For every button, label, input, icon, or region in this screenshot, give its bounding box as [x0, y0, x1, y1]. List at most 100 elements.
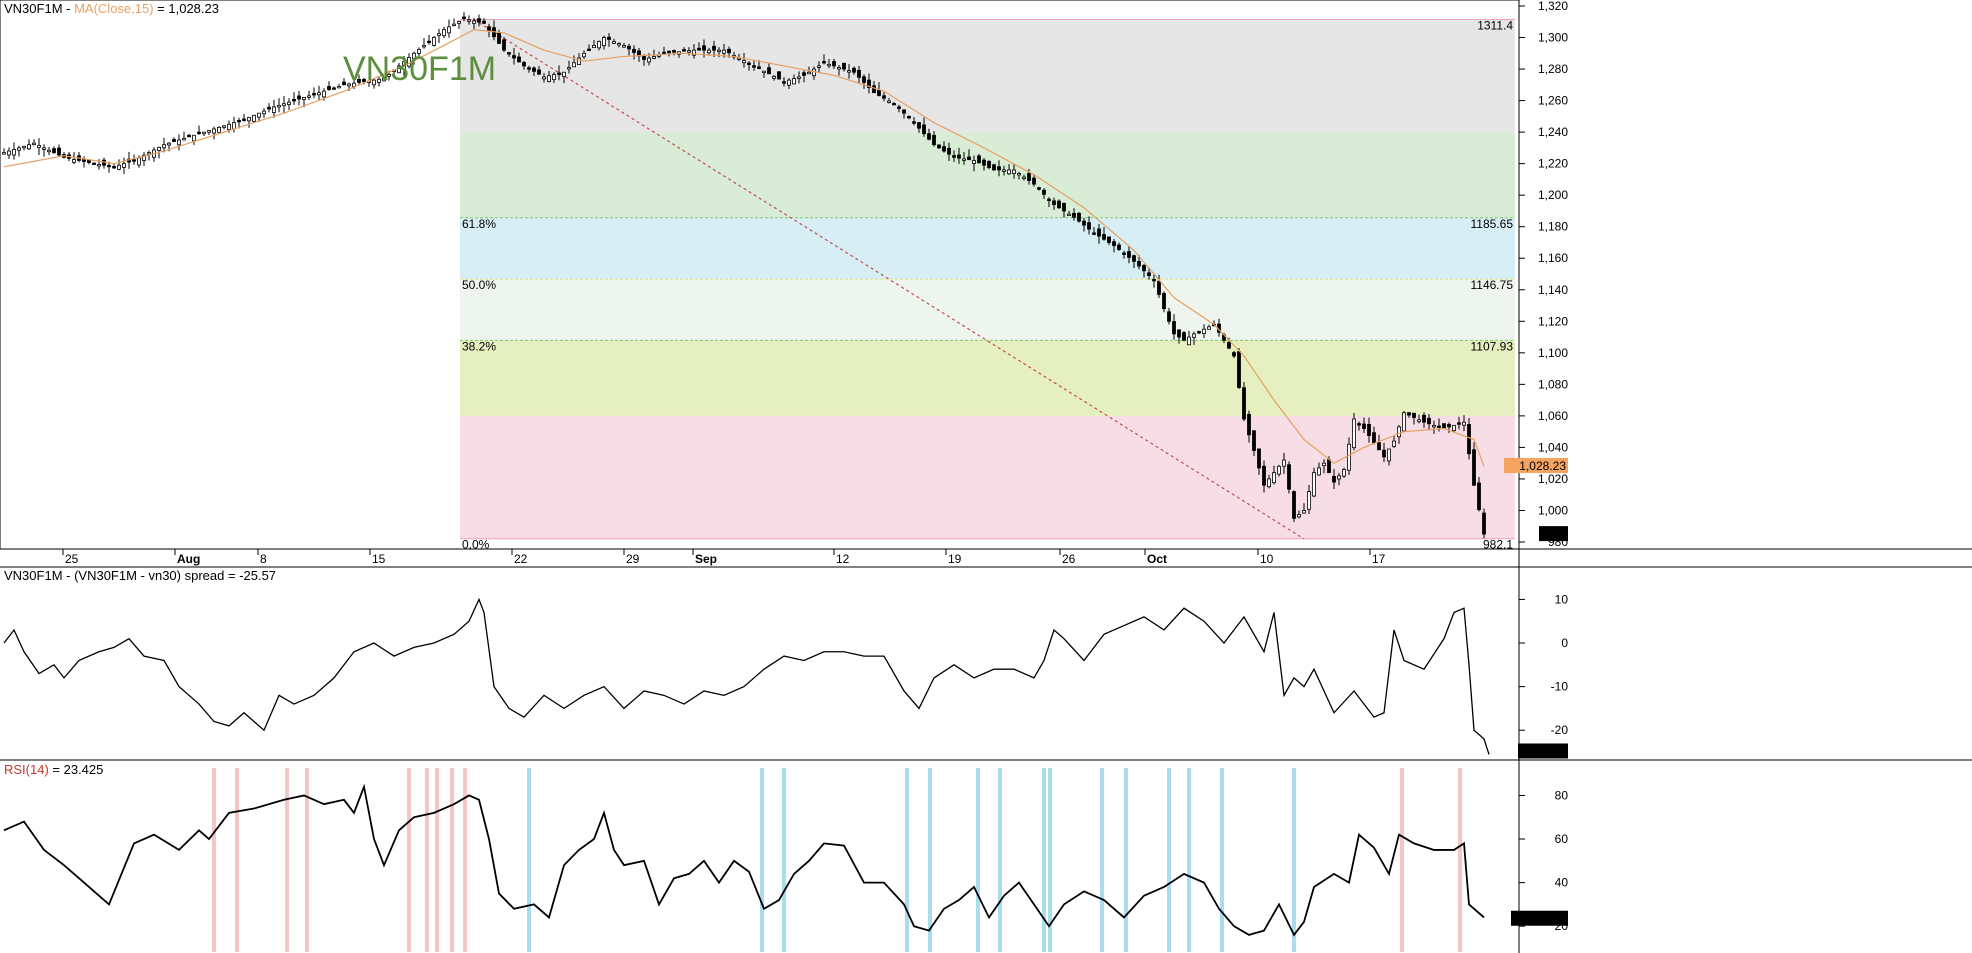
candle-body	[1202, 328, 1206, 334]
x-tick-label: 10	[1260, 552, 1274, 566]
candle-body	[442, 29, 446, 37]
candle-body	[82, 159, 86, 162]
candle-body	[597, 41, 601, 49]
candle-body	[287, 101, 291, 105]
price-y-tick-label: 1,080	[1538, 377, 1568, 391]
ticker-label: VN30F1M	[4, 1, 63, 16]
spread-line	[3, 597, 1490, 755]
candle-body	[177, 139, 181, 146]
candle-body	[552, 74, 556, 81]
x-tick-label: 12	[836, 552, 850, 566]
spread-y-tick-label: 10	[1555, 592, 1569, 606]
candle-body	[582, 52, 586, 58]
candle-body	[1442, 423, 1446, 429]
candle-body	[167, 142, 171, 146]
candle-body	[197, 131, 201, 135]
candle-body	[1057, 200, 1061, 209]
candle-body	[1147, 272, 1151, 276]
candle-body	[1252, 430, 1256, 451]
candle-body	[667, 50, 671, 54]
candle-body	[382, 78, 386, 82]
candle-body	[2, 152, 6, 155]
rsi-series	[3, 783, 1485, 937]
candle-body	[932, 134, 936, 146]
rsi-oversold-band	[928, 768, 932, 952]
candle-body	[117, 164, 121, 170]
candle-body	[512, 55, 516, 59]
candle-body	[1007, 169, 1011, 175]
candle-body	[302, 97, 306, 100]
candle-body	[872, 85, 876, 94]
ma-label: MA(Close,15)	[74, 1, 154, 16]
candle-body	[212, 128, 216, 134]
last-close-badge-bg	[1539, 526, 1568, 542]
x-tick-label: 8	[260, 552, 267, 566]
candle-body	[837, 67, 841, 70]
candle-body	[112, 166, 116, 169]
candle-body	[1017, 173, 1021, 176]
fib-level-name-4: 61.8%	[462, 217, 496, 231]
candle-body	[562, 71, 566, 77]
candle-body	[567, 67, 571, 70]
candle-body	[1192, 333, 1196, 338]
candle-body	[957, 154, 961, 159]
candle-body	[72, 159, 76, 163]
candle-body	[417, 48, 421, 54]
candle-body	[572, 62, 576, 68]
rsi-oversold-band	[527, 768, 531, 952]
rsi-oversold-band	[1048, 768, 1052, 952]
candle-body	[1317, 467, 1321, 476]
candle-body	[297, 95, 301, 100]
candle-body	[1247, 414, 1251, 436]
candle-body	[832, 61, 836, 67]
candle-body	[947, 147, 951, 155]
candle-body	[542, 76, 546, 80]
candle-body	[1067, 213, 1071, 216]
candle-body	[977, 155, 981, 164]
candle-body	[277, 104, 281, 108]
candle-body	[587, 48, 591, 51]
candle-body	[17, 147, 21, 151]
rsi-overbought-band	[285, 768, 289, 952]
candle-body	[722, 49, 726, 54]
candle-body	[487, 26, 491, 31]
candle-body	[1062, 202, 1066, 212]
candle-body	[1392, 440, 1396, 447]
candle-body	[157, 146, 161, 151]
candle-body	[337, 86, 341, 89]
price-y-tick-label: 1,300	[1538, 31, 1568, 45]
x-tick-label: 15	[372, 552, 386, 566]
last-price-badge-text: 1,028.23	[1519, 459, 1566, 473]
candle-body	[1187, 336, 1191, 346]
candle-body	[107, 164, 111, 168]
rsi-overbought-band	[450, 768, 454, 952]
candle-body	[1282, 459, 1286, 467]
candle-body	[1417, 419, 1421, 423]
candle-body	[372, 79, 376, 86]
candle-body	[217, 126, 221, 133]
candle-body	[1427, 417, 1431, 425]
candle-body	[592, 45, 596, 49]
candle-body	[517, 56, 521, 63]
rsi-oversold-band	[976, 768, 980, 952]
x-tick-label: 22	[514, 552, 528, 566]
price-y-tick-label: 1,060	[1538, 409, 1568, 423]
fib-zone-3	[460, 279, 1515, 341]
candle-body	[607, 36, 611, 40]
candle-body	[292, 99, 296, 102]
candle-body	[912, 121, 916, 124]
candle-body	[1452, 424, 1456, 432]
candle-body	[1412, 412, 1416, 418]
candle-body	[317, 92, 321, 96]
candle-body	[407, 57, 411, 67]
price-y-tick-label: 1,280	[1538, 62, 1568, 76]
candle-body	[207, 130, 211, 133]
rsi-panel-header: RSI(14) = 23.425	[4, 762, 103, 777]
candle-body	[222, 125, 226, 128]
rsi-oversold-band	[1124, 768, 1128, 952]
candle-body	[817, 65, 821, 68]
candle-body	[702, 45, 706, 51]
price-y-tick-label: 1,200	[1538, 188, 1568, 202]
candle-body	[457, 20, 461, 24]
